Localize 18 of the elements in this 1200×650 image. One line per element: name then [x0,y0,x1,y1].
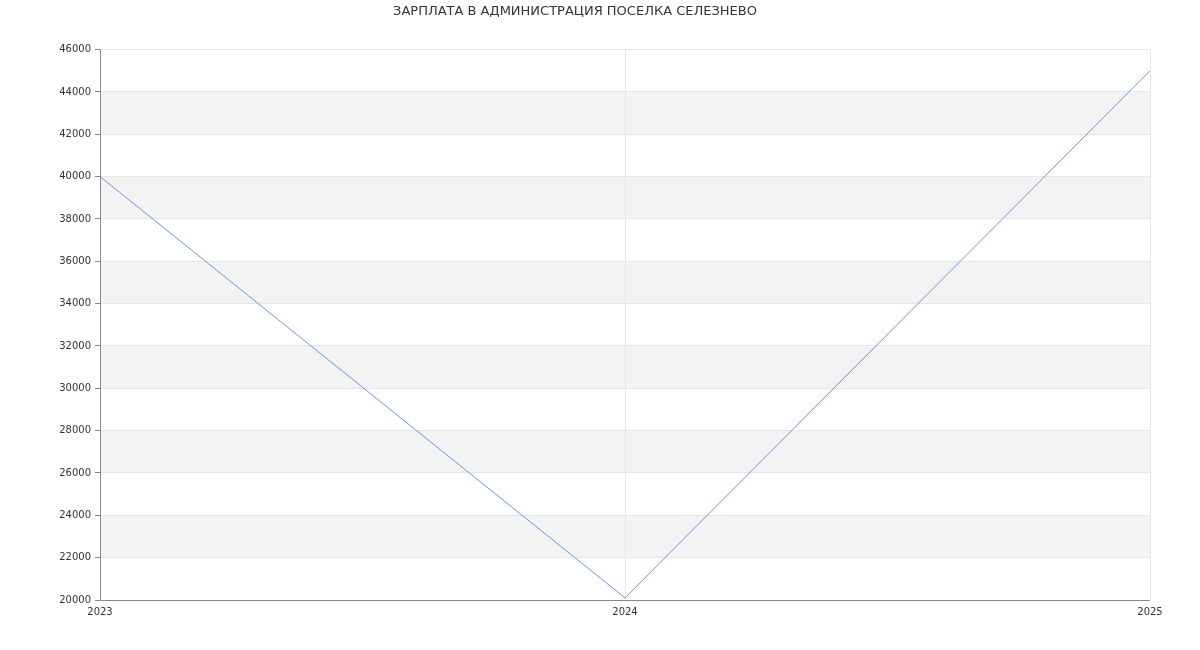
y-tick-label: 20000 [59,593,91,605]
y-tick-label: 40000 [59,170,91,182]
y-tick-label: 44000 [59,85,91,97]
y-tick-label: 32000 [59,339,91,351]
y-tick-label: 36000 [59,254,91,266]
y-tick-label: 28000 [59,424,91,436]
y-tick-label: 42000 [59,127,91,139]
y-tick-label: 30000 [59,381,91,393]
y-tick-label: 46000 [59,43,91,55]
y-tick-label: 26000 [59,466,91,478]
y-tick-label: 22000 [59,551,91,563]
y-tick-label: 34000 [59,297,91,309]
y-tick-label: 24000 [59,508,91,520]
x-tick-label: 2025 [1137,605,1163,617]
y-tick-label: 38000 [59,212,91,224]
x-tick-label: 2024 [612,605,638,617]
x-tick-label: 2023 [87,605,113,617]
chart-title: ЗАРПЛАТА В АДМИНИСТРАЦИЯ ПОСЕЛКА СЕЛЕЗНЕВО [393,3,757,19]
